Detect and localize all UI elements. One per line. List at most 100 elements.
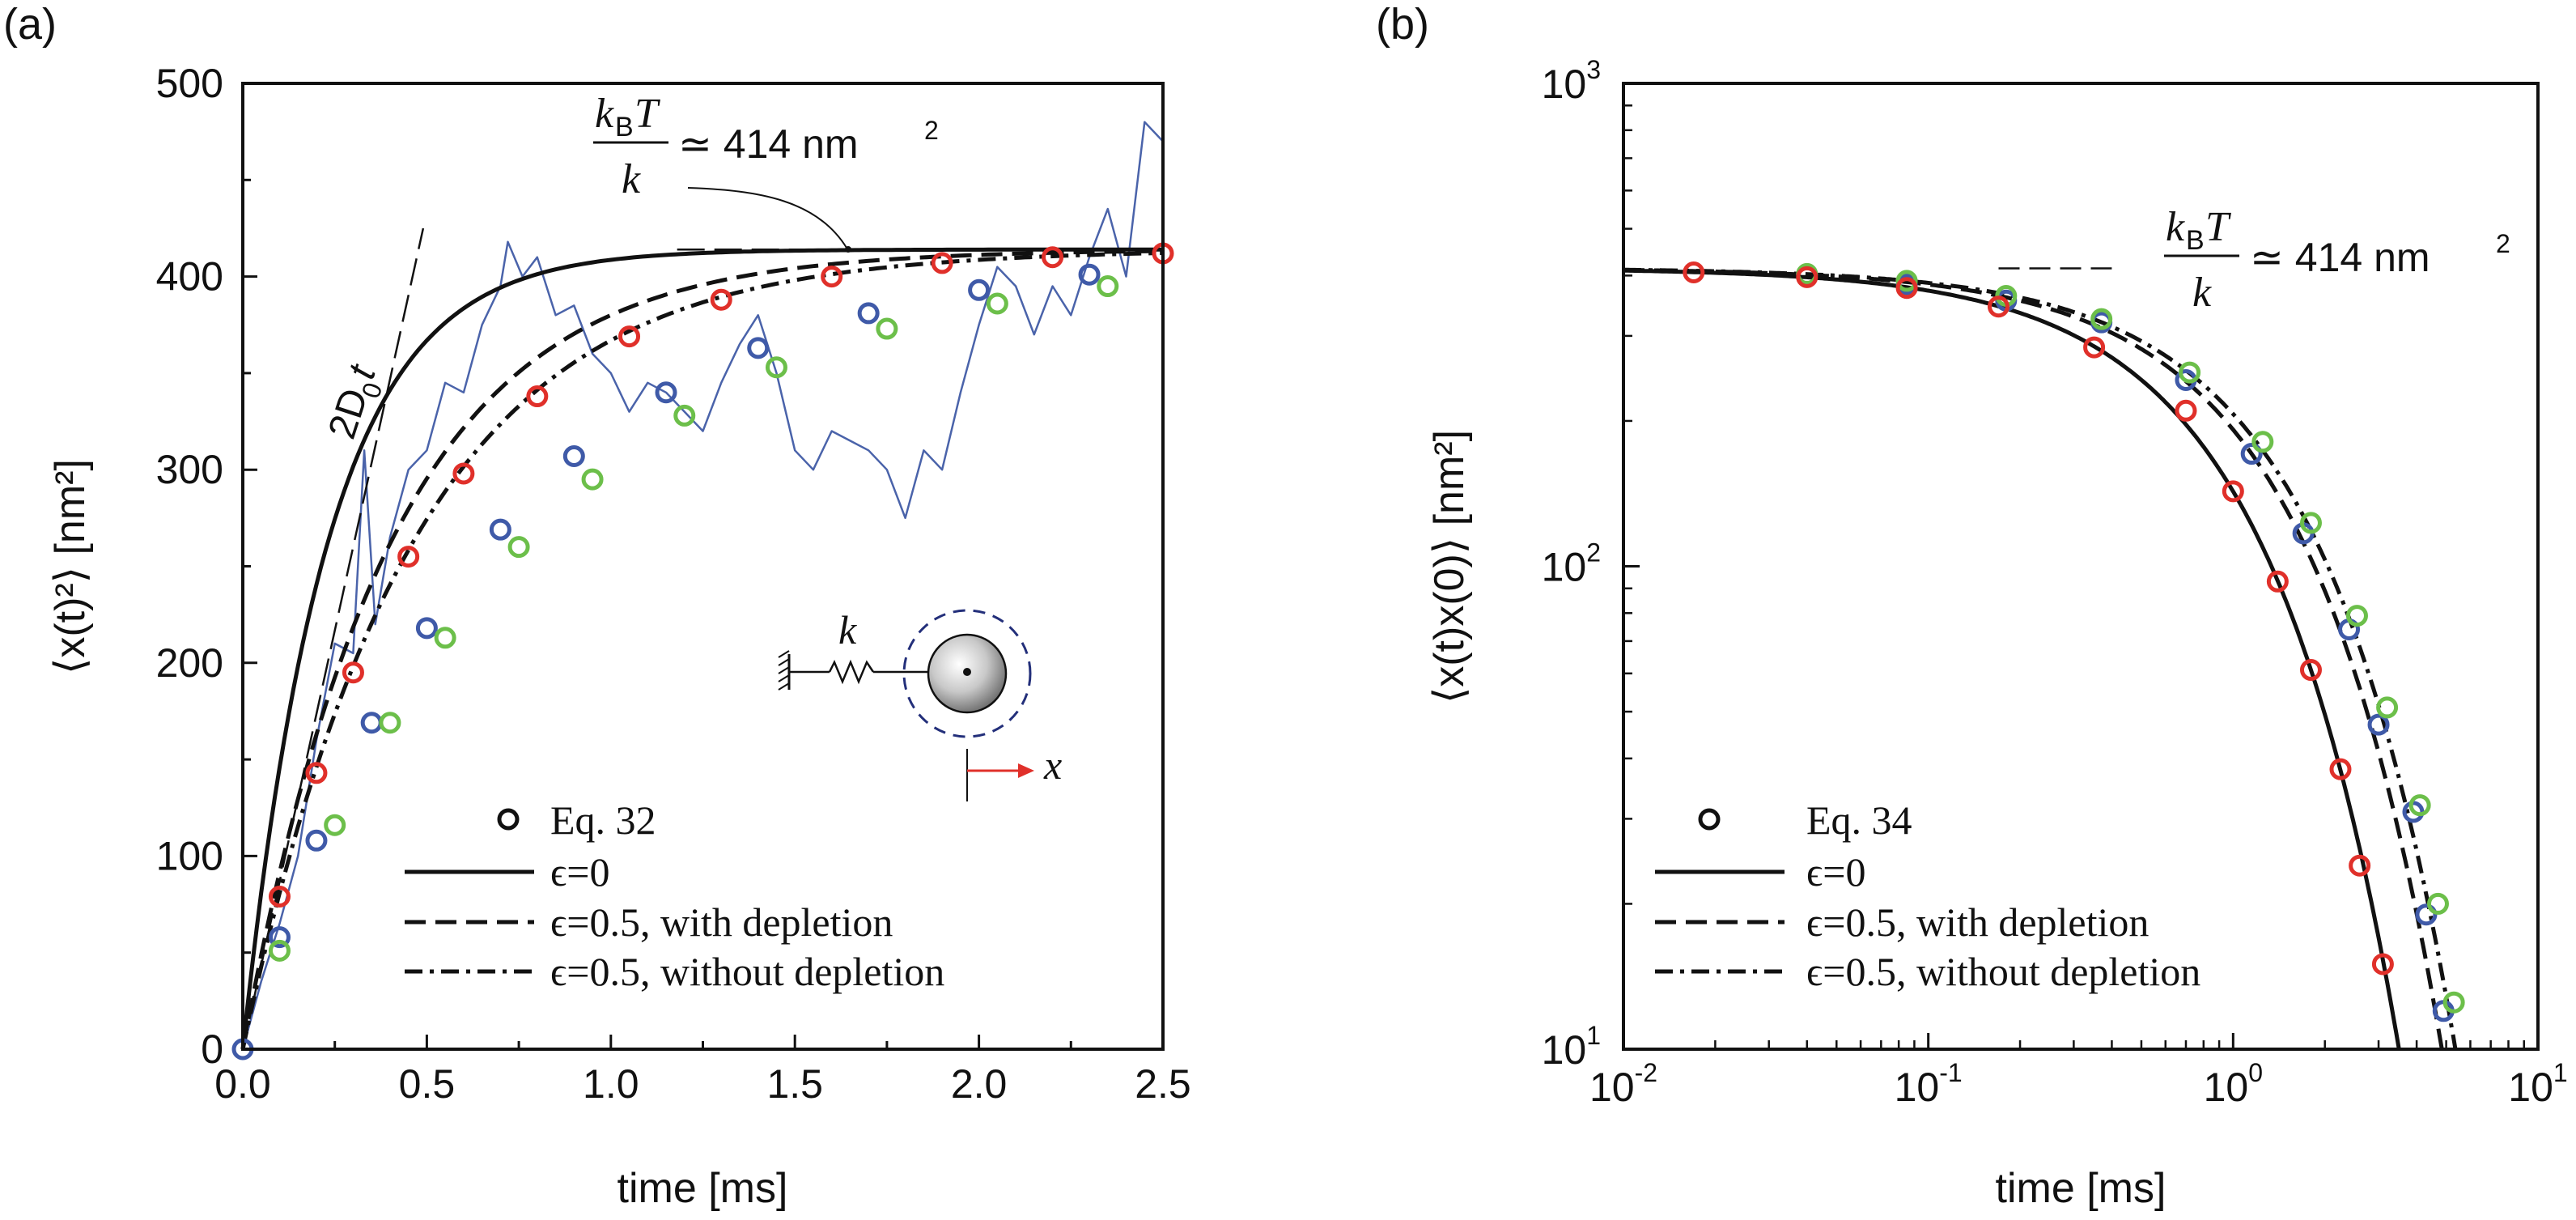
ann-a-frac-sub: B <box>615 112 634 142</box>
chart-a-marker-red <box>305 762 328 784</box>
ann-b-approx-sup: 2 <box>2496 229 2510 258</box>
chart-a-marker-blue <box>747 337 770 359</box>
inset-bead-center <box>963 668 971 676</box>
inset-schematic: k x <box>778 607 1062 801</box>
chart-a-ticks-group: 0.0 0.5 1.0 1.5 2.0 2.5 0 100 200 300 400 500 <box>156 61 1191 1107</box>
chart-b-curves-group <box>1623 267 2458 1050</box>
chart-b-xtick-label: 101 <box>2508 1058 2567 1110</box>
chart-b-ytick-label: 101 <box>1542 1021 1601 1073</box>
chart-b-ylabel: ⟨x(t)x(0)⟩ [nm²] <box>1426 430 1473 704</box>
chart-b-marker-red <box>1987 295 2009 318</box>
ann-a-leader-dot <box>845 246 851 253</box>
ann-a-frac-num-k: k <box>595 91 614 137</box>
chart-a-xtick-label: 1.5 <box>766 1061 823 1107</box>
legend-b-label-3: ϵ=0.5, without depletion <box>1806 949 2200 994</box>
legend-b-label-2: ϵ=0.5, with depletion <box>1806 899 2149 945</box>
chart-a-series-2 <box>240 251 1164 1050</box>
ann-a-frac-den: k <box>622 156 641 202</box>
chart-a-xtick-label: 0.5 <box>399 1061 456 1107</box>
legend-a-marker <box>497 808 520 831</box>
chart-a-marker-red <box>931 252 953 274</box>
chart-b-marker-green <box>2299 512 2322 534</box>
legend-b: Eq. 34 ϵ=0 ϵ=0.5, with depletion ϵ=0.5, … <box>1655 797 2200 994</box>
chart-b-ytick-label: 102 <box>1542 538 1601 590</box>
chart-a-marker-green <box>268 939 291 962</box>
chart-b-marker-green <box>2345 605 2368 627</box>
chart-b-marker-red <box>2222 480 2244 503</box>
chart-a-marker-red <box>397 546 420 568</box>
chart-a-series-1 <box>240 249 1164 1050</box>
ann-b-frac-den: k <box>2192 270 2212 316</box>
ann-a-approx-sup: 2 <box>924 116 939 145</box>
legend-a: Eq. 32 ϵ=0 ϵ=0.5, with depletion ϵ=0.5, … <box>405 797 944 994</box>
chart-b-marker-red <box>2349 854 2371 877</box>
chart-b-marker-green <box>2408 794 2431 817</box>
ann-b-frac-T: T <box>2205 204 2231 250</box>
chart-b-data <box>1623 261 2465 1050</box>
chart-b-marker-red <box>1796 266 1818 288</box>
ann-a-approx: ≃ 414 nm <box>678 121 859 167</box>
chart-b-marker-green <box>2251 431 2274 453</box>
chart-a-ytick-label: 100 <box>156 833 223 878</box>
chart-b-xtick-label: 10-2 <box>1589 1058 1657 1110</box>
chart-a-marker-blue <box>305 829 328 852</box>
chart-a-marker-blue <box>655 381 677 404</box>
inset-x-label: x <box>1043 742 1062 788</box>
chart-b-marker-green <box>2090 308 2113 330</box>
chart-a-xtick-label: 1.0 <box>583 1061 639 1107</box>
chart-a-series-3 <box>241 227 425 1050</box>
chart-a-marker-red <box>710 288 732 311</box>
chart-b-xtick-label: 100 <box>2204 1058 2263 1110</box>
panel-a-label: (a) <box>3 0 57 49</box>
chart-a-curves-group <box>240 227 1164 1050</box>
chart-a-marker-green <box>434 627 456 649</box>
chart-a-marker-red <box>618 325 641 348</box>
chart-a-marker-red <box>1042 246 1064 269</box>
legend-a-label-2: ϵ=0.5, with depletion <box>550 899 893 945</box>
chart-b-markers-group <box>1683 261 2465 1022</box>
chart-a-ytick-label: 0 <box>201 1027 223 1072</box>
chart-b-marker-red <box>2329 758 2352 780</box>
chart-a-marker-blue <box>1078 263 1101 286</box>
chart-a-ytick-label: 500 <box>156 61 223 106</box>
chart-b-marker-blue <box>2240 443 2263 465</box>
chart-b-marker-red <box>2083 336 2106 359</box>
chart-b-marker-red <box>1683 261 1705 284</box>
annotation-b-plateau: k B T k ≃ 414 nm 2 <box>2164 204 2510 316</box>
chart-a-marker-blue <box>968 278 991 301</box>
chart-a-marker-red <box>452 462 475 485</box>
chart-b-xlabel: time [ms] <box>1996 1165 2166 1212</box>
chart-b: 10-2 10-1 100 101 101 102 103 time [ms] ⟨x(t)x… <box>1426 55 2568 1212</box>
chart-b-marker-green <box>1895 270 1918 292</box>
legend-a-label-3: ϵ=0.5, without depletion <box>550 949 944 994</box>
legend-b-label-0: Eq. 34 <box>1806 797 1912 843</box>
chart-a-marker-green <box>581 468 604 491</box>
chart-a-marker-red <box>526 385 549 408</box>
chart-a-marker-green <box>1097 275 1119 298</box>
chart-b-marker-green <box>2426 892 2449 915</box>
chart-a-marker-green <box>379 712 401 734</box>
chart-b-marker-red <box>2299 659 2322 682</box>
chart-a-data <box>231 121 1174 1061</box>
chart-a-marker-blue <box>415 617 438 640</box>
inset-k-label: k <box>838 607 857 653</box>
chart-a-ytick-label: 400 <box>156 254 223 300</box>
chart-a-marker-blue <box>562 444 585 467</box>
inset-x-arrowhead <box>1018 763 1034 778</box>
chart-a-ylabel: ⟨x(t)²⟩ [nm²] <box>47 459 94 674</box>
legend-a-label-1: ϵ=0 <box>550 849 609 895</box>
chart-a-ytick-label: 300 <box>156 447 223 492</box>
ann-b-approx: ≃ 414 nm <box>2250 235 2430 280</box>
chart-a-marker-green <box>765 356 787 379</box>
chart-b-marker-blue <box>2367 713 2390 736</box>
ann-b-frac-sub: B <box>2186 225 2205 256</box>
chart-a-xtick-label: 2.0 <box>951 1061 1008 1107</box>
chart-b-marker-green <box>2442 991 2465 1014</box>
chart-b-series-2 <box>1623 267 2458 1050</box>
chart-b-marker-red <box>1895 277 1918 300</box>
legend-b-marker <box>1698 808 1721 831</box>
ann-b-frac-num-k: k <box>2166 204 2185 250</box>
inset-depletion-ring <box>902 609 1032 738</box>
chart-a-marker-red <box>268 886 291 908</box>
